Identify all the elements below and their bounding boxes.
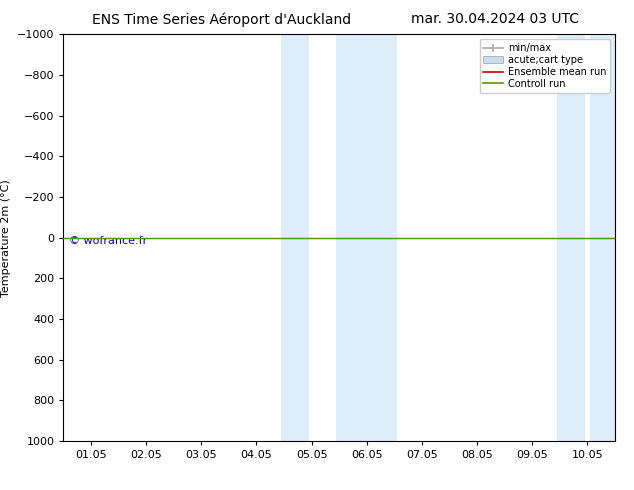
Bar <box>557 34 585 441</box>
Bar <box>590 34 618 441</box>
Bar <box>337 34 397 441</box>
Text: mar. 30.04.2024 03 UTC: mar. 30.04.2024 03 UTC <box>411 12 578 26</box>
Legend: min/max, acute;cart type, Ensemble mean run, Controll run: min/max, acute;cart type, Ensemble mean … <box>479 39 610 93</box>
Bar <box>281 34 309 441</box>
Y-axis label: Temperature 2m (°C): Temperature 2m (°C) <box>1 179 11 296</box>
Text: ENS Time Series Aéroport d'Auckland: ENS Time Series Aéroport d'Auckland <box>93 12 351 27</box>
Text: © wofrance.fr: © wofrance.fr <box>69 236 147 245</box>
